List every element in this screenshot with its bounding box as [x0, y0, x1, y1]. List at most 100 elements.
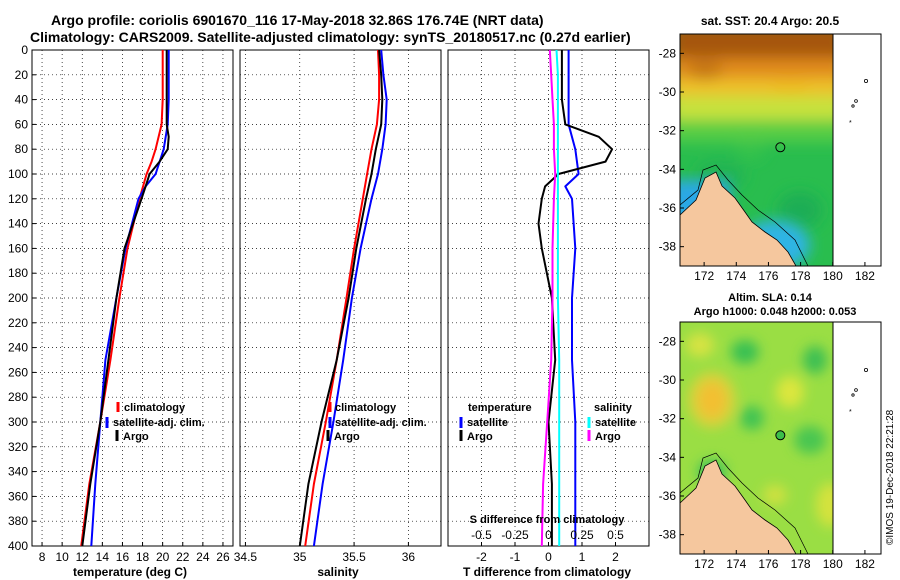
legend-temp-argo-label: Argo [467, 431, 493, 443]
sla-map: Altim. SLA: 0.14 Argo h1000: 0.048 h2000… [659, 292, 882, 571]
legend-satellite-label: satellite-adj. clim. [335, 417, 427, 429]
series-line-temperature-satellite [564, 50, 580, 546]
s-tick-label: -0.5 [471, 528, 492, 542]
series-line-climatology [80, 50, 164, 546]
legend-temperature-title: temperature [468, 402, 532, 414]
map-y-tick-label: -34 [659, 162, 677, 176]
x-tick-label: 35.5 [342, 550, 366, 564]
series-line-temperature-argo [537, 50, 614, 546]
map-x-tick-label: 176 [758, 557, 778, 571]
map-x-tick-label: 172 [694, 269, 714, 283]
x-tick-label: 26 [216, 550, 230, 564]
y-tick-label: 220 [8, 316, 28, 330]
t-difference-xlabel: T difference from climatology [463, 565, 631, 579]
sst-field [680, 34, 833, 266]
map-x-tick-label: 172 [694, 557, 714, 571]
temperature-panel: 0 20 40 60 80 100 120 140 160 180 200 220 240 260 280 3… [8, 43, 234, 579]
legend-climatology-label: climatology [335, 402, 397, 414]
y-tick-label: 320 [8, 440, 28, 454]
sla-argo-marker [775, 430, 786, 441]
temperature-diff-legend: temperature satellite Argo [459, 402, 532, 443]
y-tick-label: 340 [8, 465, 28, 479]
sst-argo-marker [775, 142, 786, 153]
y-tick-label: 280 [8, 390, 28, 404]
legend-climatology-label: climatology [124, 402, 186, 414]
x-tick-label: -2 [476, 550, 487, 564]
svg-text:*: * [849, 120, 852, 127]
map-x-tick-label: 178 [791, 557, 811, 571]
map-x-tick-label: 178 [791, 269, 811, 283]
y-tick-label: 160 [8, 241, 28, 255]
series-line-satellite-adj-clim- [312, 50, 388, 546]
map-x-tick-label: 176 [758, 269, 778, 283]
imos-credit: ©IMOS 19-Dec-2018 22:21:28 [885, 409, 896, 545]
x-tick-label: 2 [612, 550, 619, 564]
y-tick-label: 40 [15, 93, 29, 107]
difference-panel: -2 -1 0 1 2 -0.5 -0.25 0 0.25 0.5 S difference f… [447, 49, 650, 579]
y-tick-label: 360 [8, 489, 28, 503]
series-line-salinity-satellite [555, 50, 561, 546]
sst-land [680, 171, 797, 266]
map-y-tick-label: -28 [659, 46, 677, 60]
salinity-xlabel: salinity [317, 565, 359, 579]
x-tick-label: 1 [579, 550, 586, 564]
legend-satellite-label: satellite-adj. clim. [113, 417, 205, 429]
temperature-legend: climatology satellite-adj. clim. Argo [105, 402, 205, 443]
x-tick-label: 22 [176, 550, 190, 564]
series-line-argo [298, 50, 384, 546]
map-x-tick-label: 174 [726, 269, 746, 283]
sla-field [680, 322, 833, 554]
y-tick-label: 300 [8, 415, 28, 429]
map-x-tick-label: 180 [823, 557, 843, 571]
sst-kermadec-islands: * [849, 79, 869, 127]
temperature-xlabel: temperature (deg C) [73, 565, 187, 579]
x-tick-label: 14 [96, 550, 110, 564]
sst-map-frame [679, 33, 882, 267]
y-tick-label: 120 [8, 192, 28, 206]
salinity-legend: climatology satellite-adj. clim. Argo [326, 402, 427, 443]
salinity-diff-legend: salinity satellite Argo [587, 402, 636, 443]
y-tick-label: 20 [15, 68, 29, 82]
map-x-tick-label: 174 [726, 557, 746, 571]
sst-map-title: sat. SST: 20.4 Argo: 20.5 [701, 14, 840, 28]
title-line-1: Argo profile: coriolis 6901670_116 17-Ma… [51, 12, 544, 28]
x-tick-label: 36 [402, 550, 416, 564]
salinity-panel: 34.5 35 35.5 36 salinity climatology satell… [234, 49, 442, 579]
map-y-tick-label: -32 [659, 124, 677, 138]
y-tick-label: 240 [8, 341, 28, 355]
x-tick-label: 8 [39, 550, 46, 564]
x-tick-label: 0 [545, 550, 552, 564]
y-tick-label: 400 [8, 539, 28, 553]
sla-map-frame [679, 321, 882, 555]
x-tick-label: 16 [116, 550, 130, 564]
map-y-tick-label: -30 [659, 373, 677, 387]
title-line-2: Climatology: CARS2009. Satellite-adjuste… [30, 29, 631, 45]
sla-kermadec-islands: * [849, 367, 869, 416]
map-y-tick-label: -28 [659, 334, 677, 348]
sst-map: sat. SST: 20.4 Argo: 20.5 [659, 14, 882, 283]
y-tick-label: 260 [8, 365, 28, 379]
x-tick-label: 10 [55, 550, 69, 564]
map-x-tick-label: 182 [855, 557, 875, 571]
sla-map-title-2: Argo h1000: 0.048 h2000: 0.053 [694, 306, 857, 318]
s-tick-label: 0.25 [570, 528, 594, 542]
x-tick-label: 34.5 [234, 550, 258, 564]
legend-argo-label: Argo [334, 431, 360, 443]
x-tick-label: 24 [196, 550, 210, 564]
s-tick-label: -0.25 [501, 528, 529, 542]
s-difference-xlabel: S difference from climatology [470, 514, 626, 526]
series-line-argo [81, 50, 170, 546]
sst-isobath [680, 164, 809, 266]
x-tick-label: 35 [293, 550, 307, 564]
map-y-tick-label: -38 [659, 528, 677, 542]
series-line-satellite-adj-clim- [90, 50, 170, 546]
s-tick-label: 0 [545, 528, 552, 542]
x-tick-label: -1 [510, 550, 521, 564]
map-x-tick-label: 180 [823, 269, 843, 283]
s-tick-label: 0.5 [607, 528, 624, 542]
map-y-tick-label: -32 [659, 412, 677, 426]
y-tick-label: 200 [8, 291, 28, 305]
series-line-climatology [304, 50, 381, 546]
x-tick-label: 20 [156, 550, 170, 564]
